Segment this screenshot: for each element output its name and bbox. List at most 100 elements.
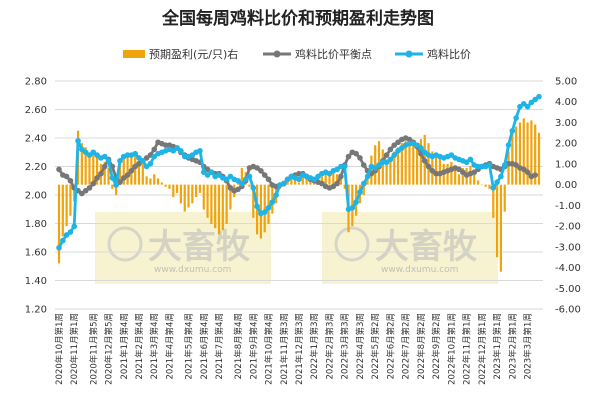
right-axis-tick-label: 2.00 — [555, 139, 577, 150]
feed-ratio-point — [79, 146, 85, 153]
left-axis-tick-label: 1.80 — [25, 219, 47, 230]
legend-label-profit: 预期盈利(元/只)右 — [149, 47, 238, 61]
feed-ratio-point — [501, 162, 508, 168]
profit-bar — [263, 184, 266, 233]
feed-ratio-point — [109, 175, 116, 181]
profit-bar — [404, 141, 407, 185]
profit-bar — [95, 155, 99, 185]
breakeven-point — [383, 152, 390, 158]
feed-ratio-point — [174, 145, 180, 151]
left-axis-ticks: 1.20 1.40 1.60 1.80 2.00 2.20 2.40 2.60 2.80 — [25, 77, 47, 316]
profit-bar — [210, 184, 213, 225]
profit-bar — [183, 184, 186, 212]
profit-bar — [57, 184, 61, 264]
left-axis-tick-label: 1.40 — [25, 276, 47, 287]
feed-ratio-point — [357, 189, 363, 195]
feed-ratio-point — [143, 163, 150, 170]
breakeven-point — [151, 146, 158, 153]
profit-bar — [255, 184, 259, 235]
profit-bar — [511, 132, 514, 185]
breakeven-point — [513, 162, 519, 168]
x-axis-tick-label: 2021年11月第3周 — [279, 313, 290, 385]
profit-bar — [61, 184, 64, 237]
breakeven-point — [254, 165, 260, 171]
feed-ratio-point — [364, 173, 371, 180]
feed-ratio-point — [101, 153, 108, 160]
profit-bar — [362, 184, 365, 195]
profit-bar — [473, 174, 476, 185]
profit-bar — [65, 184, 68, 227]
feed-ratio-point — [204, 172, 211, 178]
x-axis-tick-label: 2022年4月第3周 — [355, 313, 366, 379]
feed-ratio-point — [105, 158, 112, 164]
breakeven-point — [421, 158, 428, 164]
feed-ratio-point — [524, 103, 531, 110]
breakeven-point — [143, 155, 150, 161]
breakeven-point — [94, 175, 100, 181]
breakeven-point — [334, 180, 340, 187]
profit-bar — [484, 184, 487, 187]
profit-bar — [537, 132, 541, 185]
feed-ratio-point — [326, 170, 333, 177]
x-axis-tick-label: 2022年10月第1周 — [446, 313, 457, 385]
right-axis-tick-label: -5.00 — [555, 284, 581, 295]
right-axis-tick-label: -3.00 — [555, 242, 581, 253]
profit-bar — [164, 184, 167, 187]
x-axis-tick-label: 2021年2月第4周 — [134, 313, 145, 379]
profit-bar — [103, 161, 106, 185]
profit-bar — [461, 168, 464, 185]
feed-ratio-point — [86, 152, 93, 158]
profit-bar — [195, 184, 198, 198]
profit-bar — [69, 184, 72, 216]
profit-bar — [393, 151, 396, 185]
breakeven-point — [360, 162, 367, 168]
feed-ratio-point — [147, 160, 154, 167]
profit-bar — [343, 184, 346, 189]
profit-bar — [248, 184, 251, 187]
profit-bar — [267, 184, 270, 225]
x-axis-tick-label: 2022年8月第2周 — [416, 313, 427, 379]
profit-bar — [454, 170, 457, 185]
profit-bar — [515, 126, 518, 185]
right-axis-tick-label: -4.00 — [555, 263, 581, 274]
feed-ratio-point — [113, 182, 119, 188]
feed-ratio-point — [463, 159, 470, 166]
feed-ratio-point — [505, 142, 512, 148]
profit-bar — [168, 184, 171, 189]
feed-ratio-point — [56, 244, 62, 251]
feed-ratio-point — [391, 152, 398, 158]
x-axis-tick-label: 2022年12月第1周 — [477, 313, 488, 385]
feed-ratio-point — [490, 185, 497, 191]
feed-ratio-point — [448, 152, 455, 158]
breakeven-point — [117, 179, 123, 185]
breakeven-point — [63, 173, 70, 180]
gridlines — [55, 80, 543, 310]
x-axis-tick-label: 2021年4月第4周 — [165, 313, 176, 379]
profit-bar — [179, 184, 183, 204]
breakeven-point — [330, 183, 337, 190]
profit-bar — [111, 184, 114, 189]
breakeven-point — [345, 153, 352, 160]
breakeven-point — [79, 190, 85, 197]
feed-ratio-point — [265, 205, 272, 211]
breakeven-point — [227, 185, 234, 191]
breakeven-point — [98, 170, 104, 177]
feed-ratio-point — [254, 203, 260, 210]
profit-bar — [202, 184, 205, 210]
breakeven-point — [261, 172, 268, 178]
x-axis-tick-label: 2022年2月第3周 — [325, 313, 336, 379]
breakeven-point — [520, 166, 527, 173]
series-lines — [56, 93, 542, 251]
breakeven-point — [204, 166, 211, 173]
feed-ratio-point — [494, 179, 500, 185]
profit-bar — [187, 184, 190, 208]
profit-bar — [450, 161, 453, 185]
profit-bar — [305, 176, 308, 185]
profit-bar — [160, 182, 163, 185]
right-axis-tick-label: 4.00 — [555, 97, 577, 108]
feed-ratio-point — [334, 166, 340, 173]
x-axis-tick-label: 2023年1月第1周 — [492, 313, 503, 379]
feed-ratio-point — [273, 192, 279, 198]
right-axis-tick-label: 5.00 — [555, 77, 577, 88]
breakeven-point — [524, 169, 531, 175]
